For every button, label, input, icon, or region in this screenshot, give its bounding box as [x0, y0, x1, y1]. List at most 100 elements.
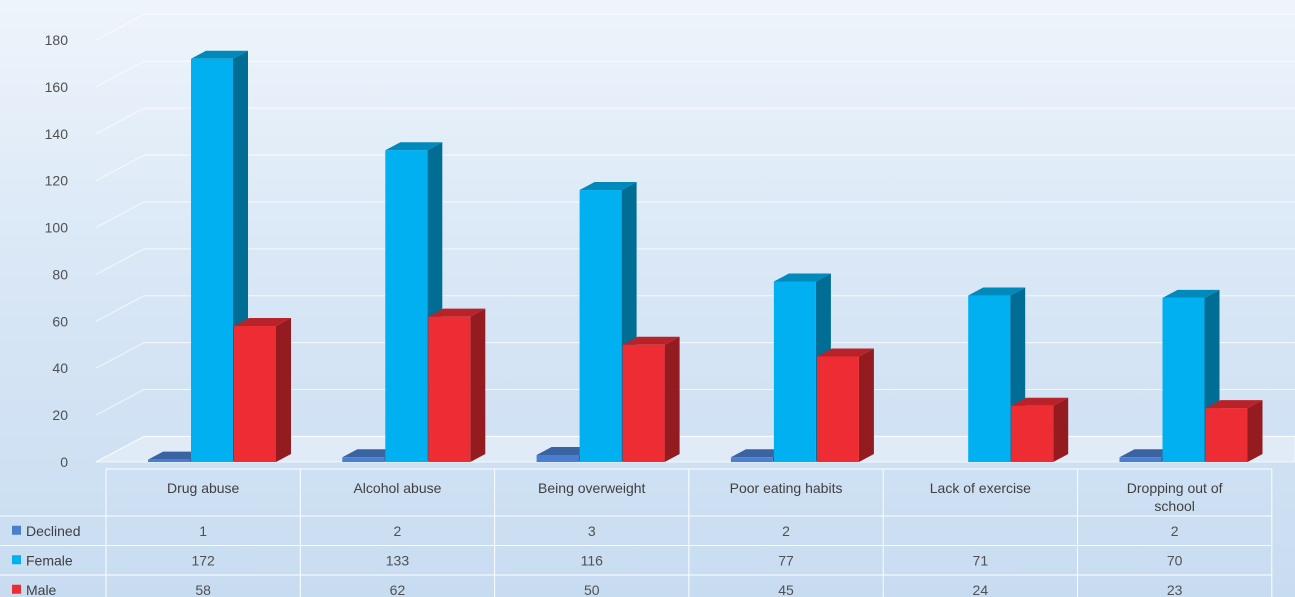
x-tick-label: Dropping out of school: [1127, 480, 1223, 514]
gridline-depth: [95, 248, 145, 275]
bar-top: [1162, 289, 1220, 298]
y-tick-label: 180: [45, 32, 69, 48]
x-tick-label: Poor eating habits: [730, 480, 843, 496]
data-label: 45: [778, 582, 794, 597]
bar-top: [816, 348, 874, 357]
series-label-male: Male: [26, 582, 57, 597]
bar-side: [1247, 400, 1263, 462]
bar-male-3: [816, 348, 874, 462]
bar-top: [385, 142, 443, 151]
bar-top: [191, 50, 248, 59]
bar-front: [816, 356, 859, 462]
x-tick-label-line: Being overweight: [538, 480, 646, 496]
bar-top: [773, 273, 831, 282]
bar-front: [234, 326, 276, 462]
bar-top: [234, 318, 291, 327]
x-tick-label: Being overweight: [538, 480, 646, 496]
bar-side: [276, 318, 291, 462]
bar-male-5: [1205, 400, 1263, 462]
bar-male-4: [1011, 397, 1069, 462]
bar-front: [773, 281, 816, 462]
gridline-depth: [95, 13, 145, 41]
bar-front: [730, 457, 773, 462]
bar-top: [1011, 397, 1069, 406]
bar-front: [1011, 405, 1054, 462]
bar-top: [1119, 449, 1177, 458]
y-tick-label: 40: [52, 360, 68, 376]
bar-front: [342, 457, 385, 462]
gridline-depth: [95, 201, 145, 228]
y-axis: 0 20 40 60 80 100 120 140 160 180: [45, 32, 69, 470]
x-tick-label-line: school: [1154, 498, 1194, 514]
x-tick-label-line: Alcohol abuse: [353, 480, 441, 496]
gridline-depth: [95, 154, 145, 182]
gridline-depth: [95, 295, 145, 322]
bar-top: [148, 451, 205, 460]
bar-front: [385, 150, 428, 462]
bars: [148, 50, 1263, 463]
bar-top: [968, 287, 1026, 296]
x-tick-label-line: Poor eating habits: [730, 480, 843, 496]
bar-side: [470, 308, 486, 462]
y-tick-label: 140: [45, 126, 69, 142]
x-tick-label-line: Lack of exercise: [930, 480, 1031, 496]
y-tick-label: 120: [45, 173, 69, 189]
data-label: 116: [581, 552, 604, 568]
data-label: 23: [1167, 582, 1183, 597]
data-label: 2: [1171, 523, 1179, 539]
data-label: 2: [394, 523, 402, 539]
data-label: 24: [973, 582, 989, 597]
bar-top: [342, 449, 400, 458]
bar-front: [968, 295, 1011, 462]
x-tick-label: Drug abuse: [167, 480, 240, 496]
bar-top: [579, 182, 637, 191]
bar-male-0: [234, 318, 291, 462]
data-label: 70: [1167, 552, 1183, 568]
legend-key-declined: [12, 525, 21, 535]
y-tick-label: 100: [45, 220, 69, 236]
legend-key-female: [12, 555, 21, 565]
series-label-female: Female: [26, 552, 73, 568]
bar-front: [536, 454, 579, 462]
data-label: 58: [195, 582, 211, 597]
bar-top: [1205, 400, 1263, 409]
gridline-depth: [95, 107, 145, 135]
bar-front: [1205, 408, 1248, 462]
data-label: 62: [390, 582, 406, 597]
data-label: 1: [199, 523, 207, 539]
series-label-declined: Declined: [26, 523, 80, 539]
y-tick-label: 0: [60, 454, 68, 470]
data-label: 71: [973, 552, 989, 568]
bar-front: [1162, 297, 1205, 462]
gridline-depth: [95, 342, 145, 369]
bar-top: [622, 336, 680, 345]
bar-front: [1119, 457, 1162, 462]
bar-front: [428, 316, 471, 462]
x-tick-label-line: Drug abuse: [167, 480, 240, 496]
data-label: 3: [588, 523, 596, 539]
x-tick-label-line: Dropping out of: [1127, 480, 1223, 496]
bar-front: [148, 459, 190, 462]
x-tick-label: Lack of exercise: [930, 480, 1031, 496]
bar-side: [664, 336, 680, 462]
bar-male-2: [622, 336, 680, 462]
data-label: 50: [584, 582, 600, 597]
bar-front: [622, 344, 665, 462]
bar-front: [579, 190, 622, 463]
y-tick-label: 160: [45, 79, 69, 95]
bar-male-1: [428, 308, 486, 462]
bar-top: [730, 449, 788, 458]
bar-top: [428, 308, 486, 317]
y-tick-label: 60: [52, 313, 68, 329]
data-label: 2: [782, 523, 790, 539]
data-table: Drug abuse Alcohol abuse Being overweight P…: [0, 468, 1273, 597]
y-tick-label: 20: [52, 407, 68, 423]
data-label: 133: [386, 552, 410, 568]
bar-side: [858, 348, 874, 462]
y-tick-label: 80: [52, 266, 68, 282]
data-label: 77: [778, 552, 794, 568]
x-tick-label: Alcohol abuse: [353, 480, 441, 496]
gridline-depth: [95, 389, 145, 416]
